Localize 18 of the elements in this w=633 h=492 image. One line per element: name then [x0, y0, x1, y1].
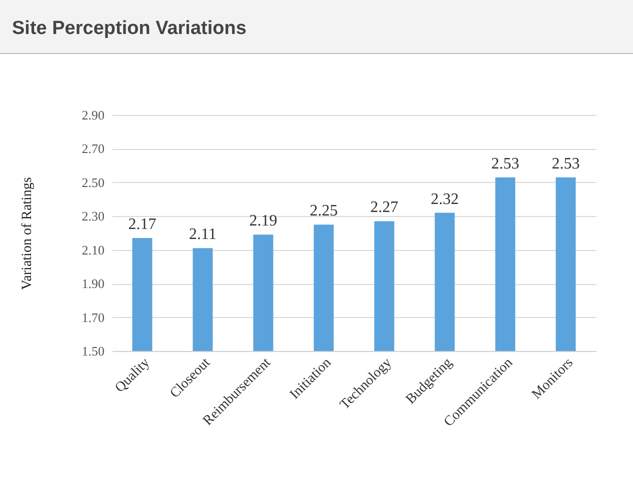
- y-tick-label: 2.70: [82, 141, 104, 156]
- y-tick-label: 2.90: [82, 108, 104, 122]
- chart-title: Site Perception Variations: [0, 0, 633, 54]
- data-label: 2.19: [249, 212, 278, 230]
- y-tick-label: 1.70: [82, 310, 104, 325]
- data-label: 2.17: [128, 216, 156, 234]
- data-label: 2.11: [189, 226, 216, 244]
- y-tick-label: 2.30: [82, 208, 104, 224]
- y-tick-label: 2.10: [82, 242, 104, 258]
- data-label: 2.53: [491, 155, 520, 172]
- data-label: 2.25: [310, 202, 338, 220]
- y-tick-label: 2.50: [82, 174, 104, 190]
- y-tick-label: 1.90: [82, 276, 104, 292]
- y-tick-label: 1.50: [82, 344, 104, 358]
- y-axis-title: Variation of Ratings: [20, 177, 35, 290]
- data-label: 2.27: [370, 199, 398, 216]
- data-label: 2.53: [552, 155, 580, 172]
- data-label: 2.32: [430, 190, 459, 208]
